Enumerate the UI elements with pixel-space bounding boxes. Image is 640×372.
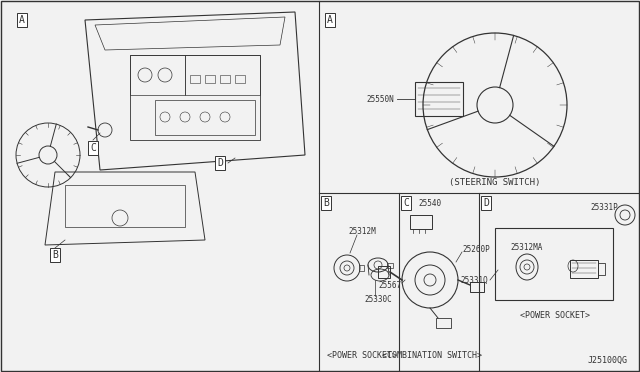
Bar xyxy=(436,318,451,328)
Bar xyxy=(470,282,484,292)
Text: D: D xyxy=(483,198,489,208)
Bar xyxy=(378,266,390,278)
Bar xyxy=(130,55,185,95)
Bar xyxy=(495,228,613,300)
Bar xyxy=(65,185,185,227)
Bar xyxy=(130,55,260,140)
Text: <COMBINATION SWITCH>: <COMBINATION SWITCH> xyxy=(382,350,482,359)
Bar xyxy=(205,75,215,83)
Text: 25540: 25540 xyxy=(418,199,441,208)
Bar xyxy=(155,100,255,135)
Text: 25331Q: 25331Q xyxy=(460,276,488,285)
Bar xyxy=(570,260,598,278)
Text: C: C xyxy=(403,198,409,208)
Text: 25312MA: 25312MA xyxy=(511,244,543,253)
Text: B: B xyxy=(323,198,329,208)
Text: J25100QG: J25100QG xyxy=(588,356,628,365)
Text: 25331P: 25331P xyxy=(590,202,618,212)
Text: A: A xyxy=(327,15,333,25)
Bar xyxy=(387,263,393,268)
Bar xyxy=(185,55,260,95)
Text: 25567: 25567 xyxy=(379,282,402,291)
Text: C: C xyxy=(90,143,96,153)
Text: <POWER SOCKET>: <POWER SOCKET> xyxy=(327,350,397,359)
Text: B: B xyxy=(52,250,58,260)
Bar xyxy=(598,263,605,275)
Text: 25330C: 25330C xyxy=(364,295,392,305)
Text: <POWER SOCKET>: <POWER SOCKET> xyxy=(520,311,590,320)
Text: 25550N: 25550N xyxy=(366,94,394,103)
Text: D: D xyxy=(217,158,223,168)
Bar xyxy=(220,75,230,83)
Bar xyxy=(359,265,364,271)
Bar xyxy=(190,75,200,83)
Text: (STEERING SWITCH): (STEERING SWITCH) xyxy=(449,179,541,187)
Bar xyxy=(410,215,432,229)
Bar xyxy=(415,82,463,116)
Bar xyxy=(235,75,245,83)
Text: A: A xyxy=(19,15,25,25)
Text: 25312M: 25312M xyxy=(348,228,376,237)
Text: 25260P: 25260P xyxy=(462,246,490,254)
